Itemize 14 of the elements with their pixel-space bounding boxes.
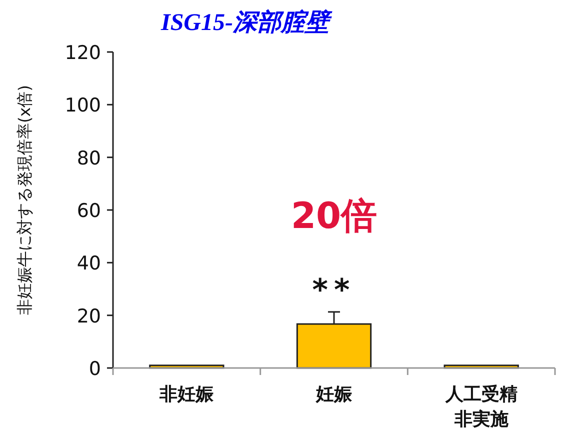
y-axis-title: 非妊娠牛に対する発現倍率(x倍): [15, 85, 34, 315]
y-tick-label: 120: [64, 42, 101, 64]
annotation: **: [312, 273, 356, 308]
chart-title: ISG15-深部腟壁: [160, 9, 334, 36]
y-tick-label: 20: [76, 305, 101, 328]
x-tick-label: 人工受精非実施: [444, 384, 518, 430]
y-tick-label: 80: [76, 147, 101, 170]
y-tick-label: 100: [64, 94, 101, 117]
x-tick-label: 妊娠: [315, 384, 353, 405]
y-tick-label: 60: [76, 200, 101, 222]
x-tick-label: 非妊娠: [158, 384, 215, 405]
y-tick-label: 0: [88, 358, 101, 380]
y-tick-label: 40: [76, 252, 101, 275]
annotation: 20倍: [290, 196, 378, 237]
